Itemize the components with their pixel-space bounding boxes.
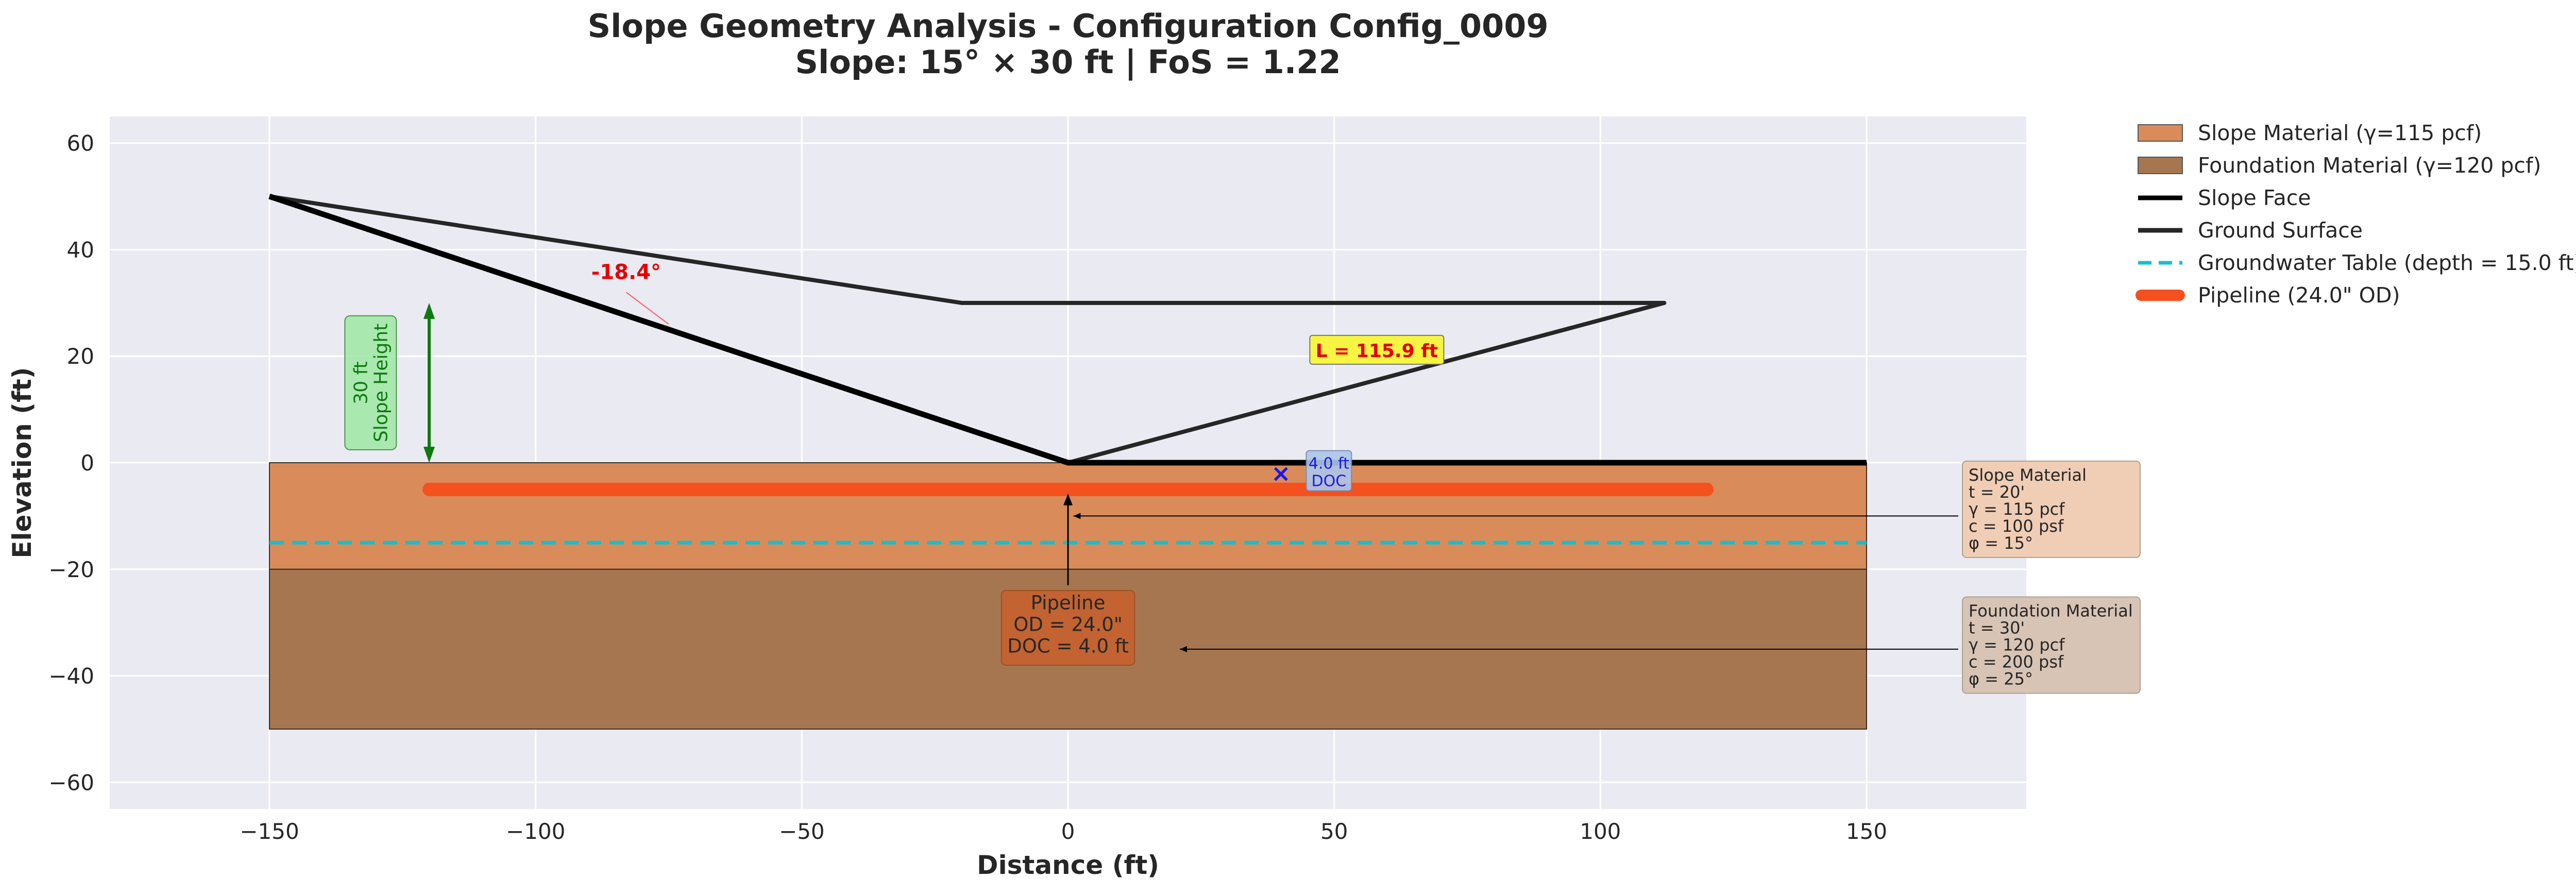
x-tick-labels: −150 −100 −50 0 50 100 150 (240, 819, 1887, 844)
x-tick-label: 50 (1320, 819, 1348, 844)
foundation-info-line: Foundation Material (1969, 601, 2133, 621)
height-arrow-top (423, 302, 435, 319)
angle-pointer (625, 292, 669, 325)
chart-subtitle: Slope: 15° × 30 ft | FoS = 1.22 (795, 43, 1341, 81)
pipeline-label-line: OD = 24.0" (1013, 613, 1123, 635)
foundation-info-pointer-head (1180, 646, 1187, 652)
x-tick-label: −150 (240, 819, 299, 844)
slope-info-line: c = 100 psf (1969, 516, 2064, 536)
y-tick-label: 0 (80, 450, 94, 476)
x-tick-label: 150 (1846, 819, 1887, 844)
foundation-info-line: t = 30' (1969, 618, 2025, 638)
x-axis-label: Distance (ft) (977, 850, 1159, 880)
height-label-value: 30 ft (350, 361, 371, 404)
slope-info-box (1962, 460, 2141, 558)
y-tick-label: 20 (67, 344, 94, 369)
slope-info-line: t = 20' (1969, 482, 2025, 502)
ground-surface-line (269, 194, 1667, 465)
y-axis-label: Elevation (ft) (7, 367, 37, 558)
slope-info-line: γ = 115 pcf (1969, 499, 2065, 519)
y-tick-label: −40 (48, 664, 94, 689)
chart-title: Slope Geometry Analysis - Configuration … (588, 7, 1549, 45)
doc-label-text: DOC (1311, 473, 1346, 491)
pipeline-label-line: DOC = 4.0 ft (1007, 635, 1128, 657)
y-tick-label: −20 (48, 557, 94, 582)
doc-label-value: 4.0 ft (1309, 455, 1349, 473)
doc-label-box (1306, 450, 1352, 492)
doc-marker: × (1271, 460, 1291, 487)
length-label-box (1309, 334, 1445, 365)
height-label-text: Slope Height (370, 324, 392, 442)
pipeline-arrow-head (1063, 493, 1073, 505)
y-tick-labels: 60 40 20 0 −20 −40 −60 (48, 131, 94, 796)
x-tick-label: −100 (506, 819, 565, 844)
y-tick-label: 60 (67, 131, 94, 156)
legend-item-1-label: Foundation Material (γ=120 pcf) (2198, 153, 2541, 178)
legend-item-4-label: Groundwater Table (depth = 15.0 ft) (2198, 250, 2576, 275)
pipeline-label-box (1001, 590, 1136, 666)
foundation-info-line: c = 200 psf (1969, 652, 2064, 672)
length-label: L = 115.9 ft (1316, 341, 1438, 362)
legend-item-0-swatch (2138, 124, 2183, 142)
legend-item-1-swatch (2138, 157, 2183, 174)
x-tick-label: 0 (1061, 819, 1075, 844)
slope-info-line: φ = 15° (1969, 533, 2033, 553)
angle-label: -18.4° (591, 260, 661, 284)
slope-info-line: Slope Material (1969, 465, 2087, 485)
x-tick-label: 100 (1580, 819, 1621, 844)
height-arrow-bottom (423, 446, 435, 463)
legend: Slope Material (γ=115 pcf) Foundation Mat… (2136, 121, 2576, 308)
x-tick-label: −50 (779, 819, 825, 844)
foundation-info-box (1962, 596, 2141, 694)
y-tick-label: 40 (67, 237, 94, 262)
legend-item-3-label: Ground Surface (2198, 218, 2363, 243)
foundation-info-line: φ = 25° (1969, 669, 2033, 689)
pipeline-label-line: Pipeline (1031, 592, 1106, 614)
slope-info-pointer-head (1073, 513, 1081, 519)
slope-face-line (268, 193, 1867, 466)
y-tick-label: −60 (48, 770, 94, 795)
legend-item-0-label: Slope Material (γ=115 pcf) (2198, 121, 2482, 145)
height-label-box (344, 315, 397, 450)
legend-item-5-label: Pipeline (24.0" OD) (2198, 283, 2400, 308)
foundation-info-line: γ = 120 pcf (1969, 635, 2065, 655)
legend-item-2-label: Slope Face (2198, 185, 2311, 210)
